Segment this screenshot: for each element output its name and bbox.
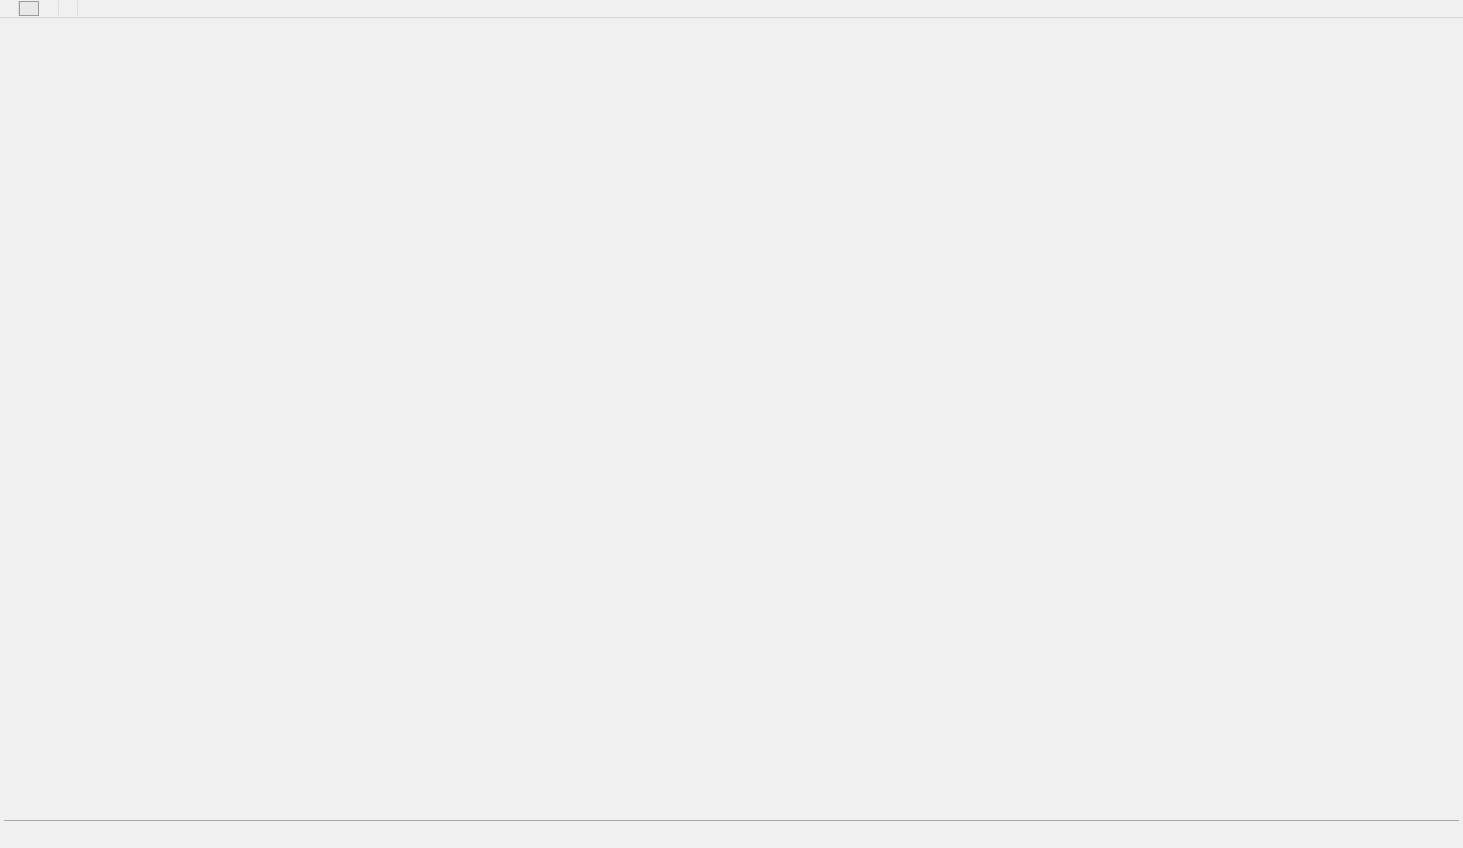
macd-label	[8, 566, 20, 578]
rsi-label	[8, 672, 16, 684]
symbol-tabbar	[4, 820, 1459, 845]
timeframe-button-d1[interactable]	[19, 1, 39, 16]
timeframe-button-w1[interactable]	[40, 1, 59, 16]
timeframe-toolbar	[0, 0, 1463, 18]
timeframe-button-h4[interactable]	[0, 1, 19, 16]
timeframe-button-mn[interactable]	[59, 1, 78, 16]
chart-header	[9, 25, 33, 37]
